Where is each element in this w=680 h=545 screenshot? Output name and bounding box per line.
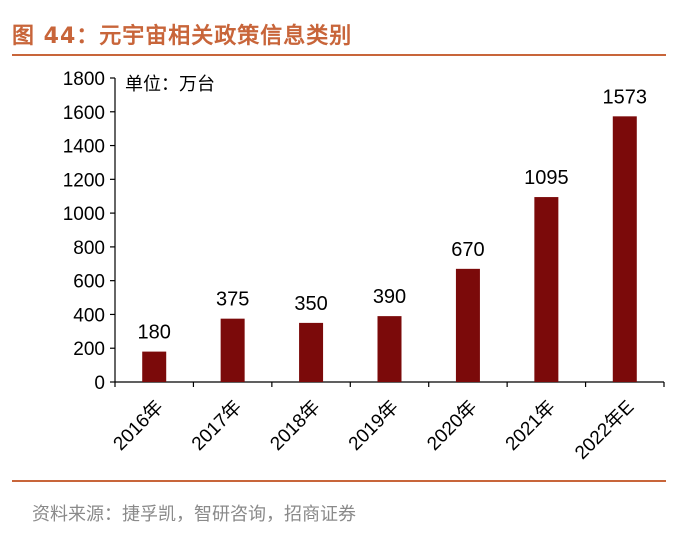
y-tick-label: 1000	[63, 204, 105, 225]
data-label: 390	[373, 286, 406, 308]
bar	[612, 116, 637, 383]
y-tick-label: 0	[94, 373, 105, 394]
x-tick-label: 2020年	[423, 396, 482, 455]
source-divider	[12, 480, 666, 482]
bar	[377, 316, 402, 382]
figure-title: 图 44：元宇宙相关政策信息类别	[12, 24, 353, 49]
source-note: 资料来源：捷孚凯，智研咨询，招商证券	[32, 504, 356, 525]
data-label: 670	[451, 239, 484, 261]
bar	[455, 268, 480, 382]
bar	[220, 318, 245, 382]
x-tick-label: 2022年E	[570, 396, 638, 464]
bar-series	[142, 116, 637, 383]
x-tick-label: 2018年	[266, 396, 325, 455]
bar	[534, 197, 559, 382]
y-tick-label: 1800	[63, 69, 105, 90]
bar	[142, 351, 167, 382]
y-axis: 0 200 400 600 800 1000 1200 1400 1600 1800	[63, 69, 116, 394]
y-tick-label: 200	[73, 339, 105, 360]
data-label: 350	[294, 293, 327, 315]
y-tick-label: 1400	[63, 137, 105, 158]
data-label: 1095	[524, 167, 569, 189]
data-label: 375	[216, 289, 249, 311]
y-tick-label: 600	[73, 272, 105, 293]
data-label: 1573	[603, 86, 648, 108]
unit-label: 单位：万台	[125, 74, 215, 95]
bar	[299, 322, 324, 382]
x-tick-label: 2021年	[501, 396, 560, 455]
title-divider	[12, 54, 666, 56]
data-label: 180	[138, 322, 171, 344]
y-tick-label: 1600	[63, 103, 105, 124]
x-tick-label: 2016年	[109, 396, 168, 455]
data-labels: 180 375 350 390 670 1095 1573	[138, 86, 648, 343]
y-tick-label: 800	[73, 238, 105, 259]
y-tick-label: 400	[73, 305, 105, 326]
y-tick-label: 1200	[63, 170, 105, 191]
x-tick-label: 2019年	[344, 396, 403, 455]
x-tick-label: 2017年	[187, 396, 246, 455]
x-axis: 2016年 2017年 2018年 2019年 2020年 2021年 2022年E	[109, 381, 665, 464]
